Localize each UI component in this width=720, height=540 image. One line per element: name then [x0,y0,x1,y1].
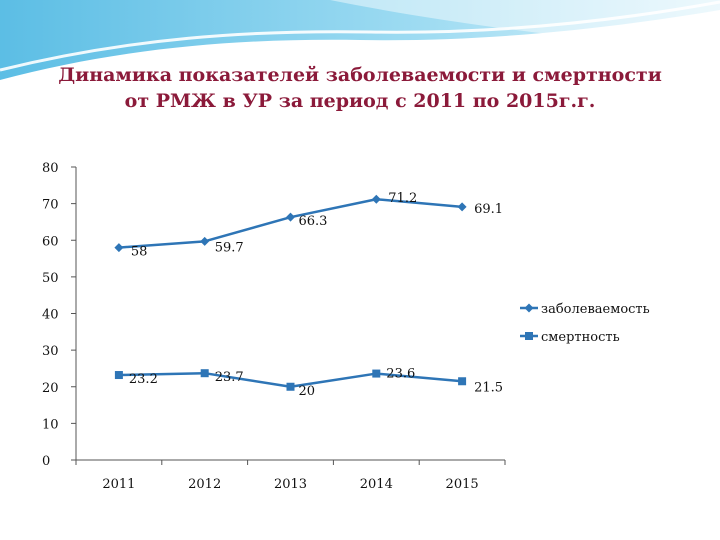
y-tick-label-1: 10 [42,417,59,432]
series-0-point-2 [286,212,295,222]
series-1-point-3 [372,369,381,378]
x-tick-label-1: 2012 [188,477,221,492]
y-tick-label-8: 80 [42,161,59,176]
series-0-data-label-2: 66.3 [299,214,328,229]
x-tick-label-0: 2011 [102,477,135,492]
series-1-point-4 [458,377,467,386]
legend-marker-0 [524,303,534,313]
series-0-data-label-4: 69.1 [474,202,503,217]
series-1-data-label-1: 23.7 [215,370,244,385]
series-0-point-1 [200,236,210,246]
x-tick-label-4: 2015 [446,477,479,492]
series-0-data-label-1: 59.7 [215,240,244,255]
series-0-point-0 [114,243,124,253]
y-tick-label-0: 0 [42,454,50,469]
page-title: Динамика показателей заболеваемости и см… [40,62,680,114]
y-tick-label-3: 30 [42,344,59,359]
y-tick-label-5: 50 [42,271,59,286]
slide-decoration-wave [0,0,720,80]
series-0-point-4 [457,202,467,212]
legend-label-1: смертность [541,330,620,345]
series-1-point-2 [286,382,295,391]
x-tick-label-2: 2013 [274,477,307,492]
title-line-2: от РМЖ в УР за период с 2011 по 2015г.г. [124,90,596,112]
series-line-0 [118,197,463,249]
series-1-data-label-0: 23.2 [129,372,158,387]
series-0-data-label-3: 71.2 [388,191,417,206]
y-tick-label-6: 60 [42,234,59,249]
series-0-point-3 [371,194,381,204]
legend-label-0: заболеваемость [541,302,650,317]
series-1-point-1 [200,369,209,378]
series-1-data-label-2: 20 [299,384,316,399]
series-1-data-label-3: 23.6 [386,367,415,382]
series-1-point-0 [114,371,123,380]
y-tick-label-2: 20 [42,381,59,396]
series-0-data-label-0: 58 [131,245,148,260]
y-tick-label-4: 40 [42,308,59,323]
title-line-1: Динамика показателей заболеваемости и см… [58,64,662,86]
x-tick-label-3: 2014 [360,477,393,492]
legend-marker-1 [525,332,533,340]
y-tick-label-7: 70 [42,198,59,213]
series-1-data-label-4: 21.5 [474,380,503,395]
